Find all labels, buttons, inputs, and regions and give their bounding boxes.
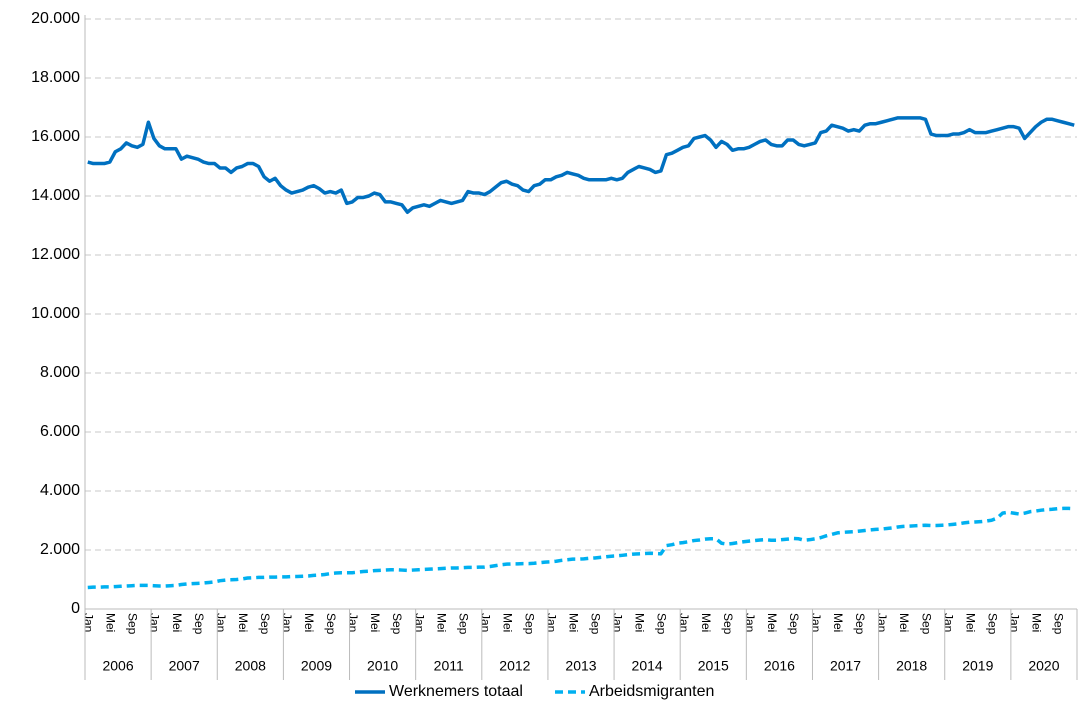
x-tick-label: Mei xyxy=(633,613,647,632)
x-tick-label: Jan xyxy=(743,613,757,632)
y-tick-label: 18.000 xyxy=(31,69,80,86)
year-label: 2015 xyxy=(698,658,729,674)
y-tick-label: 2.000 xyxy=(40,541,80,558)
x-tick-label: Sep xyxy=(919,613,933,635)
x-tick-label: Sep xyxy=(853,613,867,635)
x-tick-label: Sep xyxy=(721,613,735,635)
x-tick-label: Jan xyxy=(809,613,823,632)
year-label: 2020 xyxy=(1028,658,1059,674)
x-tick-label: Jan xyxy=(611,613,625,632)
year-label: 2018 xyxy=(896,658,927,674)
x-tick-label: Mei xyxy=(831,613,845,632)
x-tick-label: Sep xyxy=(522,613,536,635)
year-label: 2016 xyxy=(764,658,795,674)
y-tick-label: 4.000 xyxy=(40,482,80,499)
y-tick-label: 14.000 xyxy=(31,187,80,204)
year-label: 2009 xyxy=(301,658,332,674)
x-tick-label: Mei xyxy=(170,613,184,632)
x-tick-label: Sep xyxy=(126,613,140,635)
x-tick-label: Jan xyxy=(280,613,294,632)
x-tick-label: Mei xyxy=(1029,613,1043,632)
x-tick-label: Mei xyxy=(434,613,448,632)
x-tick-label: Sep xyxy=(258,613,272,635)
x-tick-label: Jan xyxy=(82,613,96,632)
x-tick-label: Mei xyxy=(567,613,581,632)
year-label: 2019 xyxy=(962,658,993,674)
series-line xyxy=(87,116,1075,214)
x-tick-label: Sep xyxy=(192,613,206,635)
y-tick-label: 12.000 xyxy=(31,246,80,263)
y-tick-label: 0 xyxy=(71,600,80,617)
series-line xyxy=(87,506,1075,590)
legend-label: Arbeidsmigranten xyxy=(589,683,714,700)
x-tick-label: Sep xyxy=(655,613,669,635)
x-tick-label: Jan xyxy=(148,613,162,632)
year-label: 2006 xyxy=(102,658,133,674)
x-tick-label: Jan xyxy=(478,613,492,632)
year-label: 2014 xyxy=(632,658,663,674)
y-tick-label: 10.000 xyxy=(31,305,80,322)
x-tick-label: Mei xyxy=(500,613,514,632)
x-tick-label: Sep xyxy=(324,613,338,635)
x-tick-label: Mei xyxy=(765,613,779,632)
x-tick-label: Jan xyxy=(545,613,559,632)
x-tick-label: Mei xyxy=(963,613,977,632)
y-tick-label: 16.000 xyxy=(31,128,80,145)
year-label: 2010 xyxy=(367,658,398,674)
x-tick-label: Jan xyxy=(1007,613,1021,632)
x-tick-label: Jan xyxy=(214,613,228,632)
x-tick-label: Mei xyxy=(699,613,713,632)
x-tick-label: Mei xyxy=(302,613,316,632)
x-tick-label: Sep xyxy=(390,613,404,635)
year-label: 2011 xyxy=(434,658,464,674)
x-tick-label: Mei xyxy=(897,613,911,632)
x-tick-label: Sep xyxy=(787,613,801,635)
x-tick-label: Mei xyxy=(236,613,250,632)
x-tick-label: Sep xyxy=(985,613,999,635)
year-label: 2017 xyxy=(830,658,861,674)
year-label: 2013 xyxy=(565,658,596,674)
legend-label: Werknemers totaal xyxy=(389,683,523,700)
x-tick-label: Sep xyxy=(589,613,603,635)
x-tick-label: Jan xyxy=(412,613,426,632)
x-tick-label: Jan xyxy=(875,613,889,632)
year-label: 2007 xyxy=(169,658,200,674)
y-tick-label: 8.000 xyxy=(40,364,80,381)
year-label: 2008 xyxy=(235,658,266,674)
x-tick-label: Jan xyxy=(677,613,691,632)
x-tick-label: Sep xyxy=(456,613,470,635)
x-tick-label: Jan xyxy=(941,613,955,632)
x-tick-label: Jan xyxy=(346,613,360,632)
y-tick-label: 20.000 xyxy=(31,10,80,27)
x-tick-label: Sep xyxy=(1052,613,1066,635)
y-tick-label: 6.000 xyxy=(40,423,80,440)
x-tick-label: Mei xyxy=(104,613,118,632)
x-tick-label: Mei xyxy=(368,613,382,632)
year-label: 2012 xyxy=(499,658,530,674)
